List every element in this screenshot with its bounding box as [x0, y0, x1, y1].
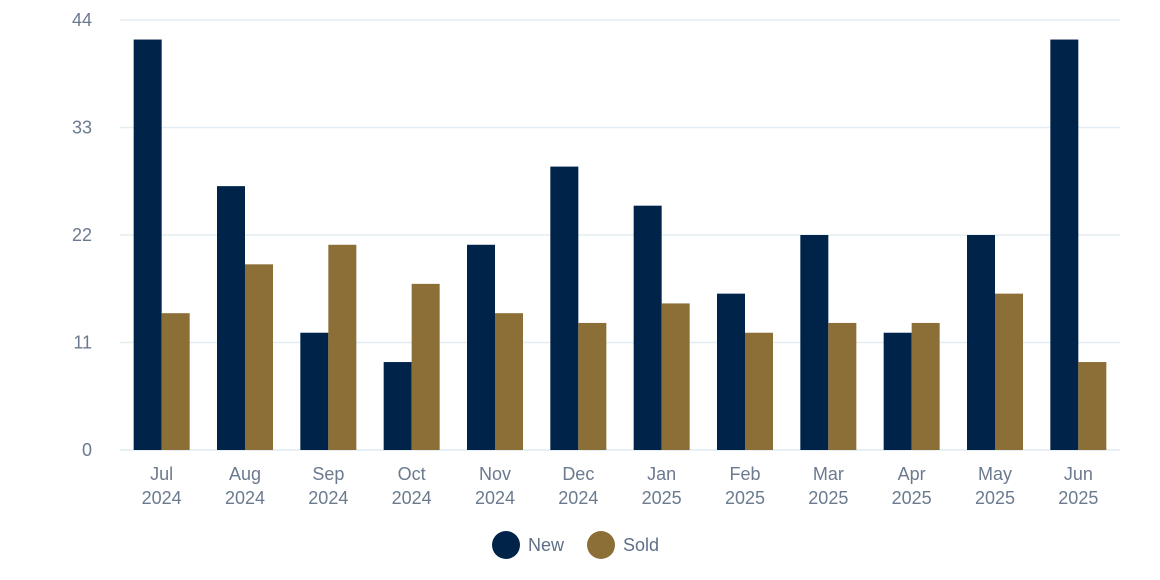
y-tick-label: 44 [72, 10, 92, 30]
bar-new-oct-2024 [383, 362, 412, 450]
legend-swatch-sold [587, 531, 615, 559]
x-tick-label-month: Jun [1064, 464, 1093, 484]
gridlines [120, 19, 1120, 451]
bar-sold-jan-2025 [661, 303, 690, 450]
bar-sold-apr-2025 [911, 322, 940, 450]
x-axis: Jul 2024 Aug 2024 Sep 2024 Oct 2024 Nov 2024 Dec 20… [142, 464, 1099, 508]
x-tick-label-month: Nov [479, 464, 511, 484]
bar-new-dec-2024 [550, 166, 579, 450]
legend: New Sold [492, 531, 659, 559]
bar-sold-may-2025 [995, 293, 1023, 450]
legend-label-sold: Sold [623, 535, 659, 555]
x-tick-label-year: 2025 [808, 488, 848, 508]
bar-new-may-2025 [967, 235, 995, 450]
bar-new-aug-2024 [217, 186, 245, 451]
x-tick-label-year: 2025 [892, 488, 932, 508]
y-tick-label: 33 [72, 118, 92, 138]
bar-sold-sep-2024 [328, 244, 357, 450]
bar-sold-oct-2024 [411, 283, 440, 450]
x-tick-label-month: Apr [898, 464, 926, 484]
bar-new-sep-2024 [300, 332, 329, 450]
x-tick-label-month: May [978, 464, 1012, 484]
y-tick-label: 0 [82, 440, 92, 460]
bar-sold-nov-2024 [495, 313, 523, 450]
bar-sold-mar-2025 [828, 322, 857, 450]
x-tick-label-year: 2024 [558, 488, 598, 508]
x-tick-label-month: Jan [647, 464, 676, 484]
y-tick-label: 22 [72, 225, 92, 245]
bar-new-jun-2025 [1050, 39, 1079, 450]
bar-sold-jul-2024 [161, 313, 190, 450]
bar-new-jul-2024 [133, 39, 162, 450]
legend-swatch-new [492, 531, 520, 559]
legend-label-new: New [528, 535, 565, 555]
x-tick-label-month: Dec [562, 464, 594, 484]
bar-new-jan-2025 [633, 205, 662, 450]
bar-new-apr-2025 [883, 332, 912, 450]
bar-new-mar-2025 [800, 235, 829, 450]
x-tick-label-year: 2024 [308, 488, 348, 508]
x-tick-label-year: 2024 [475, 488, 515, 508]
x-tick-label-month: Sep [312, 464, 344, 484]
x-tick-label-year: 2025 [975, 488, 1015, 508]
x-tick-label-month: Jul [150, 464, 173, 484]
x-tick-label-month: Mar [813, 464, 844, 484]
x-tick-label-year: 2025 [642, 488, 682, 508]
x-tick-label-year: 2024 [142, 488, 182, 508]
bar-sold-feb-2025 [745, 332, 773, 450]
bars [133, 39, 1107, 451]
x-tick-label-year: 2024 [225, 488, 265, 508]
bar-sold-aug-2024 [245, 264, 273, 450]
y-tick-label: 11 [73, 333, 92, 353]
bar-sold-dec-2024 [578, 322, 607, 450]
x-tick-label-year: 2025 [725, 488, 765, 508]
x-tick-label-month: Oct [398, 464, 426, 484]
x-tick-label-year: 2024 [392, 488, 432, 508]
bar-new-nov-2024 [467, 244, 495, 450]
x-tick-label-year: 2025 [1058, 488, 1098, 508]
bar-sold-jun-2025 [1078, 362, 1107, 450]
x-tick-label-month: Feb [729, 464, 760, 484]
bar-new-feb-2025 [717, 293, 745, 450]
x-tick-label-month: Aug [229, 464, 261, 484]
y-axis: 0 11 22 33 44 [72, 10, 92, 460]
